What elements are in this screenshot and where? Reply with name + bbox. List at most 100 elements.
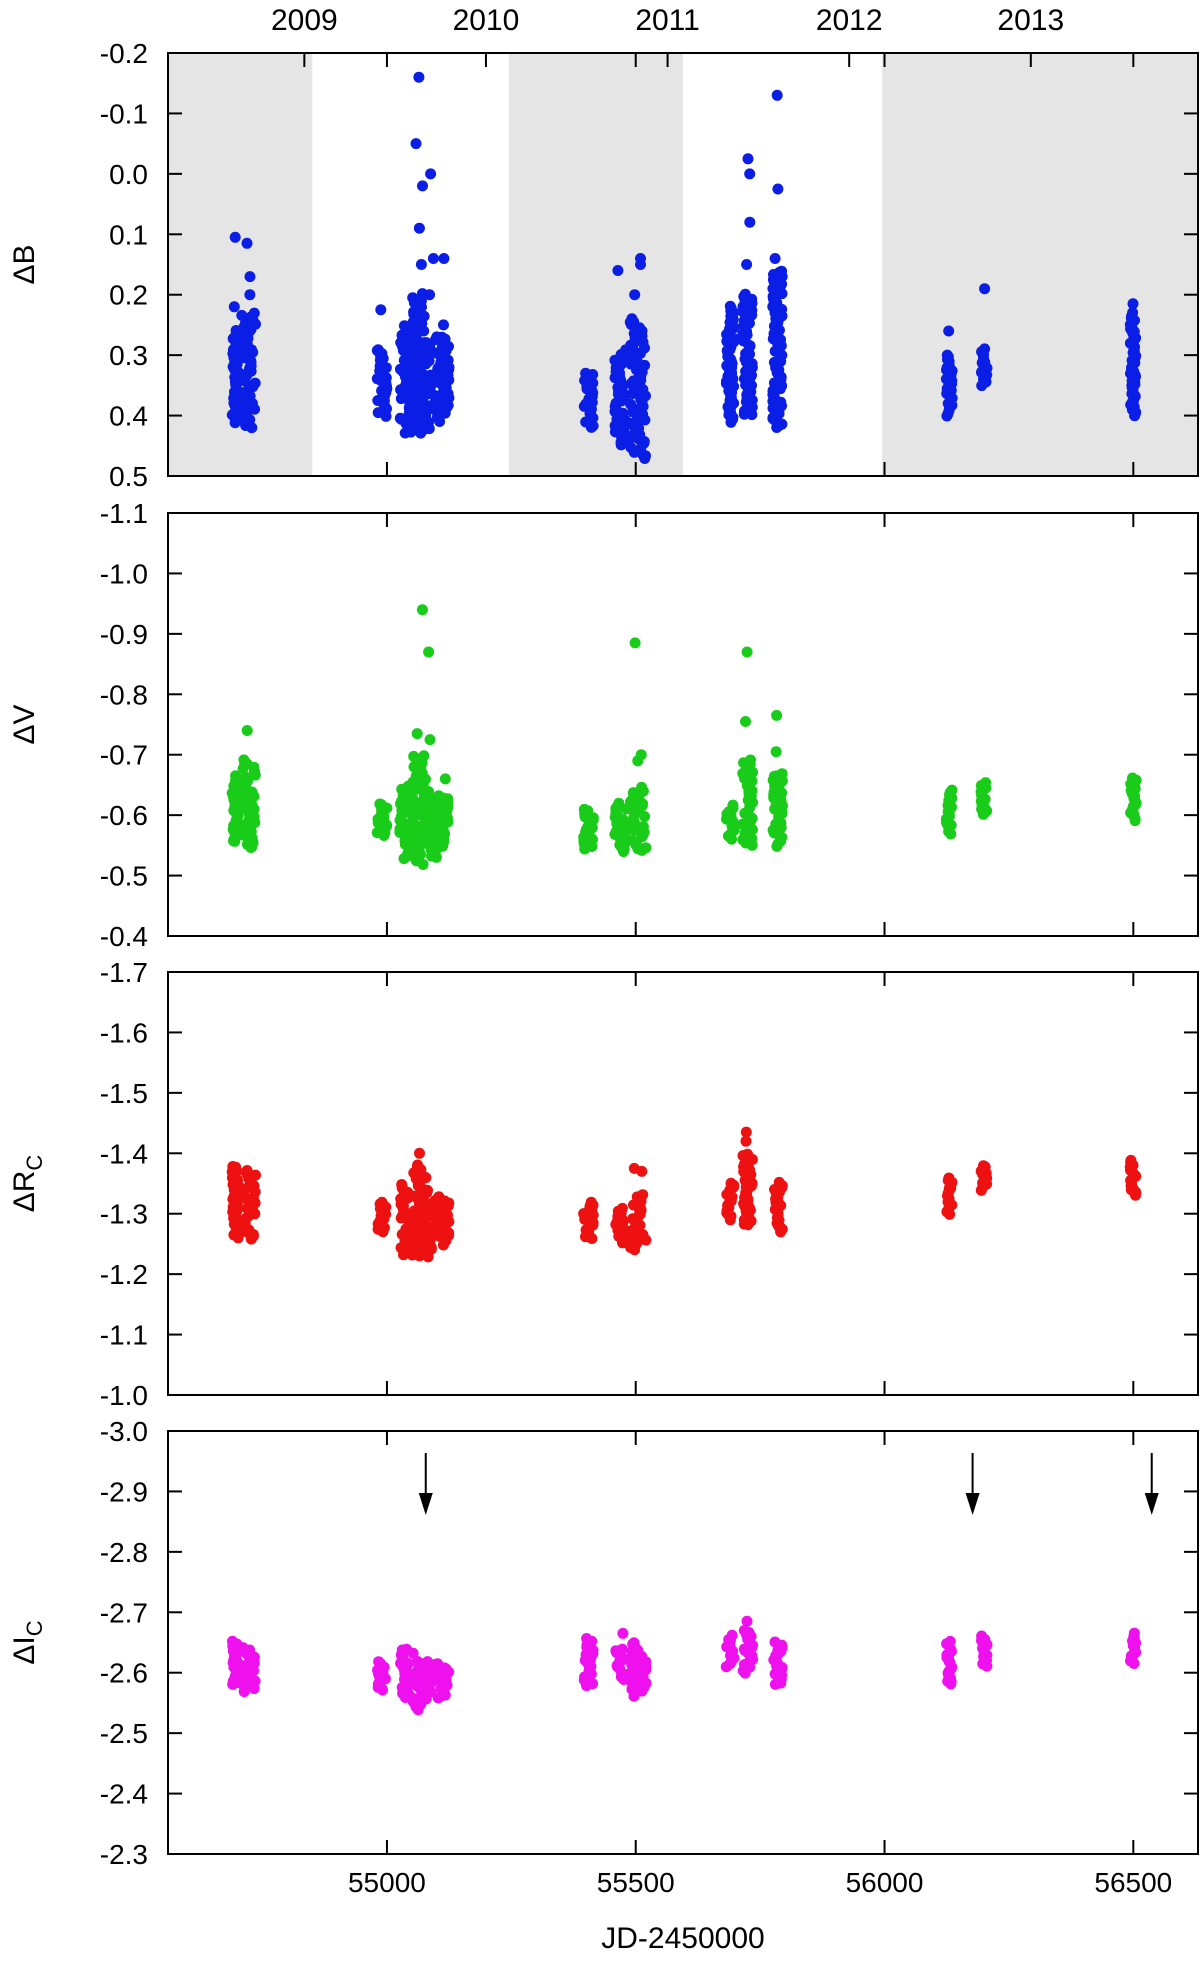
data-point bbox=[229, 231, 241, 243]
data-point bbox=[375, 304, 387, 316]
data-point bbox=[618, 846, 629, 858]
data-point bbox=[739, 1667, 751, 1679]
data-point bbox=[771, 422, 783, 433]
data-point bbox=[378, 830, 390, 841]
data-point bbox=[244, 289, 256, 301]
data-point bbox=[1127, 298, 1139, 310]
data-point bbox=[629, 289, 641, 301]
y-tick-label: 0.5 bbox=[109, 461, 148, 492]
data-point bbox=[720, 1661, 732, 1673]
data-point bbox=[238, 1686, 250, 1698]
data-point bbox=[424, 289, 435, 301]
data-point bbox=[941, 410, 953, 422]
data-point bbox=[236, 340, 248, 352]
data-point bbox=[232, 1232, 244, 1244]
data-point bbox=[1130, 1189, 1141, 1201]
data-point bbox=[227, 1678, 239, 1690]
data-point bbox=[411, 728, 423, 740]
data-point bbox=[412, 1704, 424, 1716]
data-point bbox=[413, 71, 425, 83]
data-point bbox=[245, 842, 257, 853]
data-point bbox=[377, 1226, 389, 1238]
data-point bbox=[636, 844, 648, 856]
data-point bbox=[744, 216, 756, 228]
data-point bbox=[771, 840, 783, 852]
data-point bbox=[742, 153, 754, 165]
data-point bbox=[977, 808, 989, 820]
data-point bbox=[770, 746, 782, 758]
data-point bbox=[438, 319, 449, 331]
data-point bbox=[944, 1208, 956, 1220]
data-point bbox=[228, 301, 240, 313]
season-shading-layer bbox=[168, 53, 1198, 476]
y-tick-label: 0.0 bbox=[109, 159, 148, 190]
y-tick-label: -1.1 bbox=[100, 498, 148, 529]
data-point bbox=[418, 325, 430, 337]
y-tick-label: -2.6 bbox=[100, 1658, 148, 1689]
y-tick-label: -2.8 bbox=[100, 1537, 148, 1568]
y-tick-label: -1.0 bbox=[100, 558, 148, 589]
data-point bbox=[586, 1233, 598, 1244]
data-point bbox=[413, 222, 425, 234]
data-point bbox=[639, 453, 651, 464]
data-point bbox=[617, 1627, 629, 1639]
data-point bbox=[246, 422, 258, 434]
data-point bbox=[399, 427, 411, 439]
data-point bbox=[415, 427, 427, 439]
data-point bbox=[744, 168, 756, 180]
data-point bbox=[1129, 815, 1141, 827]
data-point bbox=[771, 89, 783, 101]
year-label: 2009 bbox=[271, 4, 338, 37]
labels-layer: JD-2450000 -0.2 -0.1 0.0 0.1 0.2 0.3 0.4 0.5 ΔB -… bbox=[8, 4, 1172, 1955]
y-tick-label: -1.3 bbox=[100, 1199, 148, 1230]
data-point bbox=[425, 168, 437, 180]
y-axis-label-subscript: C bbox=[22, 1155, 47, 1171]
data-point bbox=[248, 790, 260, 802]
y-tick-label: 0.1 bbox=[109, 219, 148, 250]
data-point bbox=[741, 646, 753, 658]
data-point bbox=[579, 843, 591, 855]
y-tick-label: -0.8 bbox=[100, 679, 148, 710]
data-point bbox=[1128, 1658, 1140, 1669]
data-point bbox=[380, 410, 392, 422]
data-point bbox=[976, 380, 988, 392]
data-point bbox=[418, 1189, 430, 1201]
data-point bbox=[434, 1691, 446, 1703]
data-point bbox=[627, 406, 639, 418]
y-tick-label: -0.6 bbox=[100, 800, 148, 831]
data-point bbox=[725, 416, 737, 428]
data-point bbox=[769, 1678, 781, 1690]
y-tick-label: -0.1 bbox=[100, 98, 148, 129]
data-point bbox=[395, 393, 407, 405]
data-point bbox=[241, 237, 253, 249]
y-tick-label: -1.2 bbox=[100, 1259, 148, 1290]
data-point bbox=[421, 787, 433, 799]
y-tick-label: -0.5 bbox=[100, 861, 148, 892]
y-tick-label: -1.1 bbox=[100, 1320, 148, 1351]
data-point bbox=[772, 183, 784, 195]
y-tick-label: -1.4 bbox=[100, 1138, 148, 1169]
y-axis-label: ΔV bbox=[8, 704, 41, 744]
data-point bbox=[229, 417, 241, 429]
data-point bbox=[427, 253, 439, 264]
data-point bbox=[740, 1135, 752, 1147]
data-point bbox=[419, 825, 431, 837]
data-point bbox=[632, 755, 644, 767]
y-tick-label: -0.4 bbox=[100, 921, 148, 952]
data-point bbox=[407, 1647, 419, 1659]
data-point bbox=[237, 763, 249, 774]
y-tick-label: -0.2 bbox=[100, 38, 148, 69]
panel-frame bbox=[167, 52, 1199, 477]
y-tick-label: -0.7 bbox=[100, 740, 148, 771]
x-tick-label: 55000 bbox=[348, 1867, 426, 1898]
y-tick-label: -2.4 bbox=[100, 1779, 148, 1810]
y-tick-label: -2.5 bbox=[100, 1718, 148, 1749]
panel-frame bbox=[167, 971, 1199, 1396]
data-point bbox=[741, 1615, 753, 1627]
y-axis-label: ΔB bbox=[8, 244, 41, 284]
data-point bbox=[724, 1214, 736, 1226]
panel-frame bbox=[167, 1430, 1199, 1855]
data-point bbox=[437, 1239, 449, 1251]
data-point bbox=[249, 769, 261, 781]
